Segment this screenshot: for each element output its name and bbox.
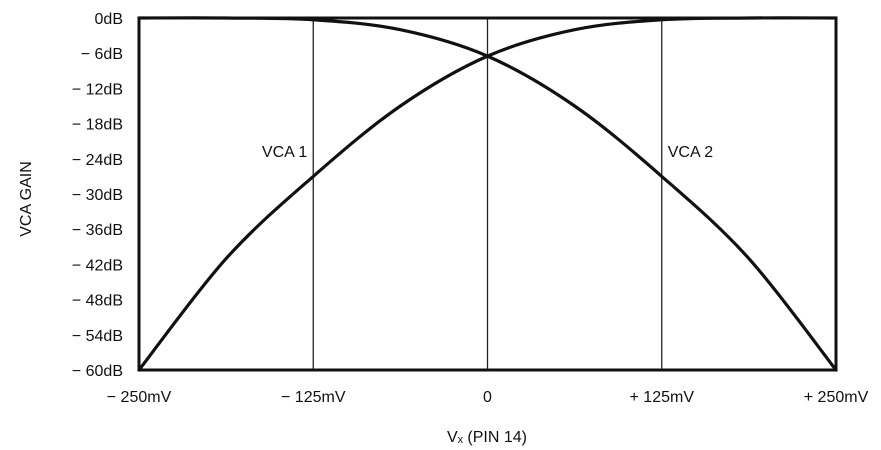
y-tick-label-4: − 24dB	[72, 152, 123, 169]
grid-layer	[312, 18, 663, 370]
x-axis-title: Vₓ (PIN 14)	[447, 429, 527, 446]
y-tick-label-10: − 60dB	[72, 363, 123, 380]
y-tick-label-2: − 12dB	[72, 81, 123, 98]
x-tick-label-1: − 125mV	[281, 389, 346, 406]
y-tick-label-1: − 6dB	[81, 46, 123, 63]
x-tick-label-4: + 250mV	[804, 389, 869, 406]
series-labels: VCA 1 VCA 2	[262, 144, 713, 161]
series-label-vca-1: VCA 1	[262, 144, 307, 161]
y-tick-label-3: − 18dB	[72, 117, 123, 134]
x-tick-label-3: + 125mV	[630, 389, 695, 406]
y-tick-label-9: − 54dB	[72, 328, 123, 345]
x-tick-label-2: 0	[483, 389, 492, 406]
x-tick-label-0: − 250mV	[107, 389, 172, 406]
y-tick-label-8: − 48dB	[72, 293, 123, 310]
y-tick-label-5: − 30dB	[72, 187, 123, 204]
y-axis-title: VCA GAIN	[18, 161, 35, 237]
x-tick-labels: − 250mV − 125mV 0 + 125mV + 250mV	[107, 389, 869, 406]
y-tick-label-6: − 36dB	[72, 222, 123, 239]
plot-frame	[137, 16, 838, 372]
series-label-vca-2: VCA 2	[668, 144, 713, 161]
y-tick-label-0: 0dB	[95, 11, 123, 28]
y-tick-label-7: − 42dB	[72, 257, 123, 274]
y-tick-labels: 0dB − 6dB − 12dB − 18dB − 24dB − 30dB − 36dB − …	[72, 11, 123, 380]
